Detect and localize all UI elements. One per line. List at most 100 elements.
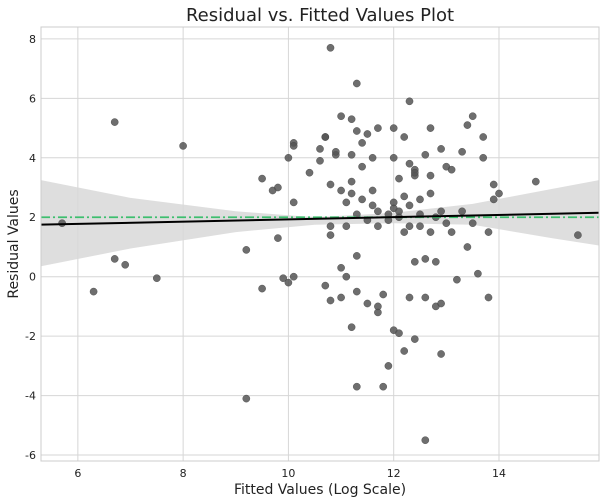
data-point <box>331 147 340 156</box>
data-point <box>405 293 414 302</box>
band-layer <box>41 180 599 267</box>
data-point <box>437 299 445 308</box>
data-point <box>389 153 398 162</box>
data-point <box>347 323 356 332</box>
data-point <box>326 44 335 52</box>
data-point <box>484 228 493 236</box>
data-point <box>347 177 356 186</box>
data-point <box>368 201 377 210</box>
data-point <box>242 246 251 254</box>
data-point <box>326 296 335 305</box>
data-point <box>410 257 419 266</box>
y-axis-label: Residual Values <box>6 189 22 298</box>
data-point <box>289 272 298 281</box>
data-point <box>374 302 382 311</box>
data-point <box>426 228 435 236</box>
data-point <box>405 201 414 210</box>
data-point <box>400 228 409 236</box>
x-tick-label: 12 <box>387 467 401 480</box>
data-point <box>326 180 335 189</box>
data-point <box>458 147 466 156</box>
data-point <box>352 382 361 391</box>
data-point <box>416 195 424 204</box>
data-point <box>374 222 382 230</box>
data-point <box>400 347 409 355</box>
data-point <box>337 186 345 195</box>
data-point <box>489 180 498 189</box>
y-tick-label: 8 <box>29 33 36 46</box>
data-point <box>468 219 477 227</box>
data-point <box>337 293 345 302</box>
y-tick-label: -2 <box>25 330 36 343</box>
data-point <box>326 231 335 239</box>
data-point <box>284 153 293 162</box>
data-point <box>453 275 461 284</box>
x-axis-label: Fitted Values (Log Scale) <box>234 482 406 498</box>
data-point <box>284 278 293 287</box>
data-point <box>326 222 335 230</box>
data-point <box>437 145 445 153</box>
data-point <box>400 133 409 141</box>
data-point <box>574 231 582 239</box>
x-tick-label: 14 <box>492 467 506 480</box>
y-tick-label: 6 <box>29 92 36 105</box>
data-point <box>426 171 435 180</box>
data-point <box>352 79 361 88</box>
data-point <box>342 198 351 207</box>
data-point <box>368 153 377 162</box>
data-point <box>374 124 382 132</box>
data-point <box>358 139 366 147</box>
data-point <box>395 329 403 338</box>
data-point <box>352 252 361 260</box>
x-tick-label: 10 <box>281 467 295 480</box>
data-point <box>352 127 361 135</box>
y-tick-label: 2 <box>29 211 36 224</box>
data-point <box>426 189 435 198</box>
data-point <box>389 124 398 132</box>
data-point <box>495 189 503 198</box>
data-point <box>316 145 324 153</box>
data-point <box>410 168 419 177</box>
data-point <box>152 274 161 283</box>
data-point <box>316 156 324 165</box>
data-point <box>347 115 356 123</box>
data-point <box>468 112 477 120</box>
points-layer <box>58 44 582 445</box>
data-point <box>384 362 393 370</box>
data-point <box>374 207 382 216</box>
chart-title: Residual vs. Fitted Values Plot <box>186 5 454 26</box>
data-point <box>321 133 330 141</box>
data-point <box>421 436 430 445</box>
y-tick-label: -4 <box>25 390 36 403</box>
data-point <box>363 299 372 308</box>
data-point <box>447 165 456 174</box>
data-point <box>395 207 403 216</box>
y-tick-label: 0 <box>29 271 36 284</box>
data-point <box>426 124 435 132</box>
data-point <box>121 260 129 269</box>
data-point <box>110 118 119 126</box>
lines-layer <box>40 211 600 226</box>
data-point <box>489 195 498 204</box>
data-point <box>379 290 388 299</box>
data-point <box>421 255 430 263</box>
fit-line <box>40 211 600 226</box>
data-point <box>405 97 414 106</box>
data-point <box>89 287 98 296</box>
data-point <box>242 394 251 403</box>
data-point <box>342 272 351 281</box>
data-point <box>447 228 456 236</box>
data-point <box>421 150 430 159</box>
data-point <box>258 284 266 293</box>
data-point <box>405 222 414 230</box>
data-point <box>347 189 356 198</box>
data-point <box>421 293 430 302</box>
data-point <box>479 153 488 162</box>
data-point <box>463 243 472 251</box>
data-point <box>532 177 540 186</box>
data-point <box>289 142 298 150</box>
data-point <box>305 168 314 177</box>
data-point <box>379 382 388 391</box>
